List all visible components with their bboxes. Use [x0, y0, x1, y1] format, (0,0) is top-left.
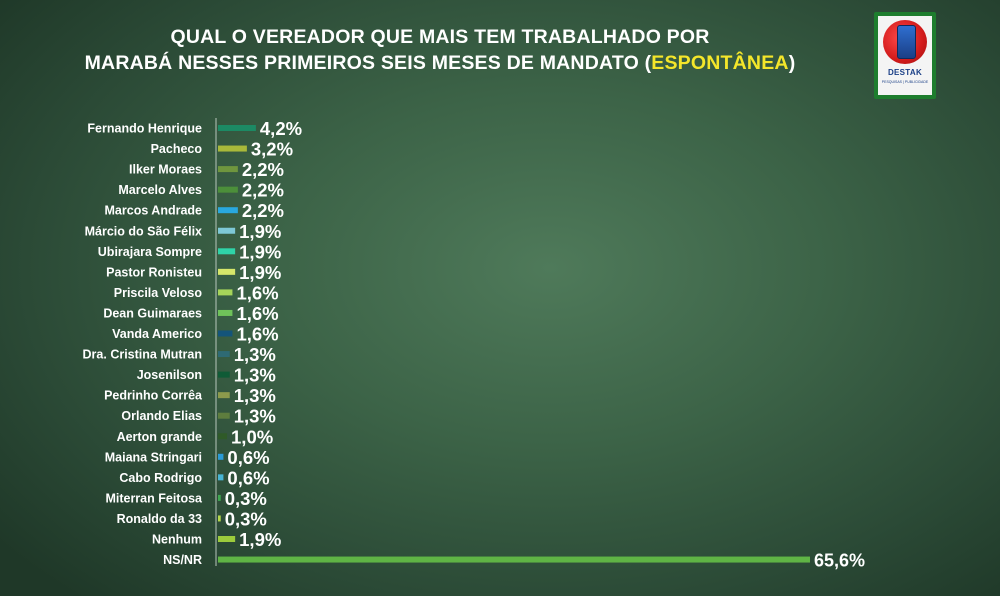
destak-logo: DESTAK PESQUISAS | PUBLICIDADE: [874, 12, 936, 99]
category-label: Vanda Americo: [112, 327, 202, 341]
bar: [218, 453, 224, 460]
bar: [218, 392, 230, 399]
category-label: Dean Guimaraes: [103, 306, 202, 320]
data-label: 0,3%: [225, 508, 267, 529]
data-label: 1,3%: [234, 344, 276, 365]
data-label: 1,3%: [234, 406, 276, 427]
data-label: 2,2%: [242, 200, 284, 221]
category-label: NS/NR: [163, 553, 202, 567]
bar: [218, 536, 236, 542]
data-label: 1,6%: [236, 282, 278, 303]
category-label: Miterran Feitosa: [105, 491, 203, 505]
data-label: 1,9%: [239, 262, 281, 283]
bar: [218, 145, 247, 152]
category-label: Pastor Ronisteu: [106, 265, 202, 279]
title-line-2: MARABÁ NESSES PRIMEIROS SEIS MESES DE MA…: [60, 50, 820, 76]
smartphone-icon: [897, 25, 916, 59]
category-label: Ilker Moraes: [129, 163, 202, 177]
data-label: 1,9%: [239, 221, 281, 242]
category-label: Marcelo Alves: [118, 183, 202, 197]
data-label: 1,9%: [239, 241, 281, 262]
category-label: Maiana Stringari: [105, 450, 202, 464]
bar: [218, 248, 236, 255]
bar: [218, 433, 228, 440]
bar: [218, 330, 233, 337]
data-label: 1,0%: [231, 426, 273, 447]
data-label: 0,3%: [225, 488, 267, 509]
bar: [218, 474, 224, 481]
category-label: Cabo Rodrigo: [119, 471, 202, 485]
category-label: Pacheco: [151, 142, 203, 156]
bar: [218, 289, 233, 296]
bar: [218, 309, 233, 316]
bar: [218, 125, 256, 131]
data-label: 2,2%: [242, 159, 284, 180]
category-label: Josenilson: [137, 368, 202, 382]
title-line-2-suffix: ): [788, 52, 796, 74]
category-label: Ubirajara Sompre: [98, 245, 202, 259]
category-label: Marcos Andrade: [105, 204, 203, 218]
title-line-1: QUAL O VEREADOR QUE MAIS TEM TRABALHADO …: [170, 26, 710, 48]
category-label: Nenhum: [152, 533, 202, 547]
bar: [218, 227, 236, 234]
bar: [218, 268, 236, 275]
data-label: 1,3%: [234, 365, 276, 386]
bar: [218, 186, 238, 193]
logo-tagline: PESQUISAS | PUBLICIDADE: [881, 80, 929, 84]
data-label: 2,2%: [242, 180, 284, 201]
data-label: 1,3%: [234, 385, 276, 406]
chart-title: QUAL O VEREADOR QUE MAIS TEM TRABALHADO …: [60, 24, 820, 76]
title-highlight: ESPONTÂNEA: [651, 52, 789, 74]
data-label: 65,6%: [814, 551, 865, 571]
category-label: Priscila Veloso: [114, 286, 203, 300]
data-label: 1,9%: [239, 529, 281, 550]
category-label: Aerton grande: [117, 430, 202, 444]
logo-name: DESTAK: [887, 68, 923, 77]
category-label: Dra. Cristina Mutran: [83, 348, 202, 362]
category-label: Orlando Elias: [121, 409, 202, 423]
data-label: 1,6%: [236, 303, 278, 324]
bar: [218, 166, 238, 173]
bar: [218, 351, 230, 358]
bar: [218, 556, 810, 563]
data-label: 3,2%: [251, 139, 293, 160]
data-label: 0,6%: [227, 447, 269, 468]
category-label: Ronaldo da 33: [117, 512, 202, 526]
logo-panel: DESTAK PESQUISAS | PUBLICIDADE: [878, 16, 932, 95]
data-label: 1,6%: [236, 324, 278, 345]
bar: [218, 207, 238, 214]
title-line-2-prefix: MARABÁ NESSES PRIMEIROS SEIS MESES DE MA…: [84, 52, 652, 74]
bar: [218, 515, 221, 522]
bar: [218, 494, 221, 501]
data-label: 0,6%: [227, 467, 269, 488]
category-label: Fernando Henrique: [87, 122, 202, 136]
data-label: 4,2%: [260, 118, 302, 139]
category-label: Márcio do São Félix: [85, 224, 202, 238]
bar: [218, 371, 230, 378]
category-label: Pedrinho Corrêa: [104, 389, 203, 403]
bar: [218, 412, 230, 419]
